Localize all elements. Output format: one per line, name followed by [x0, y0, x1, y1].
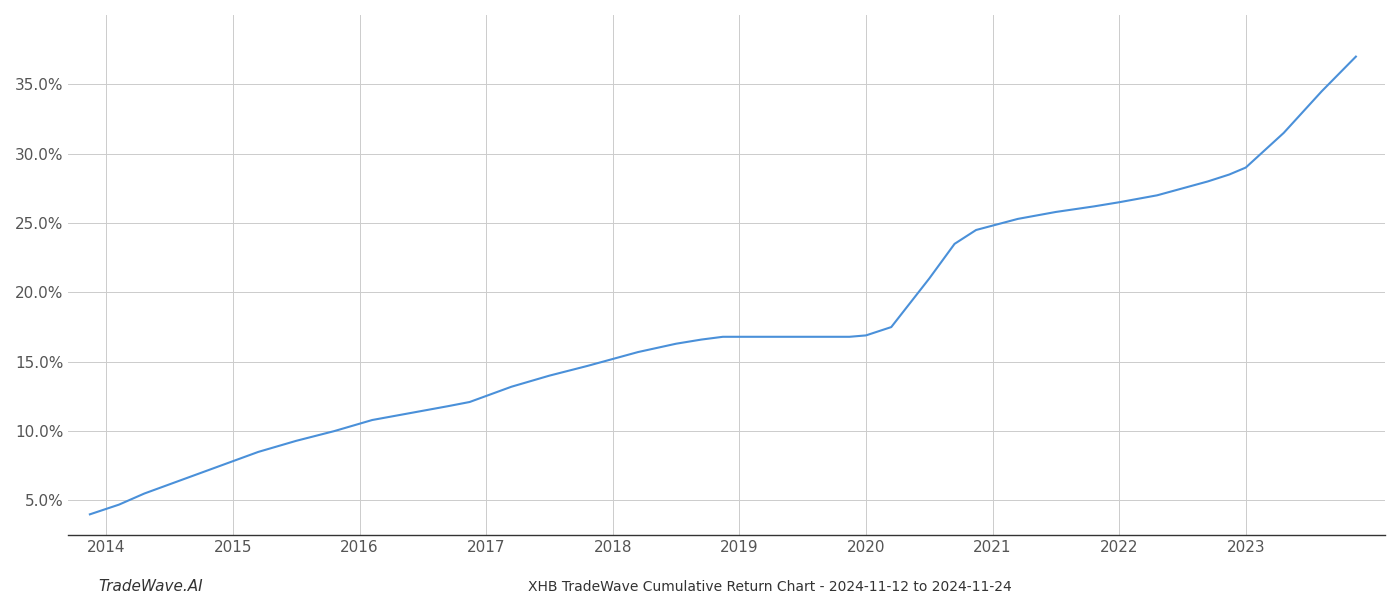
Text: XHB TradeWave Cumulative Return Chart - 2024-11-12 to 2024-11-24: XHB TradeWave Cumulative Return Chart - … — [528, 580, 1012, 594]
Text: TradeWave.AI: TradeWave.AI — [98, 579, 203, 594]
